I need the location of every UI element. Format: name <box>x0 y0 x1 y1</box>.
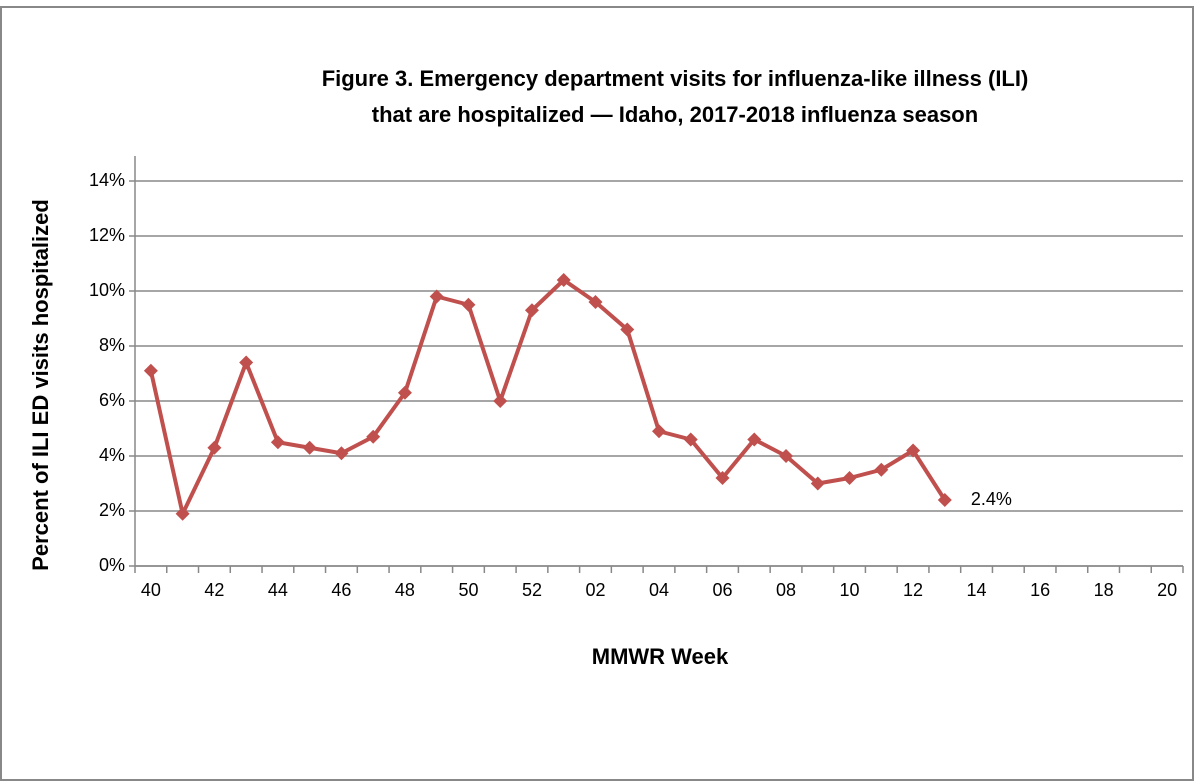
marker <box>906 443 921 458</box>
marker <box>143 363 158 378</box>
x-tick-label: 04 <box>649 580 669 600</box>
marker <box>239 355 254 370</box>
x-tick-label: 42 <box>204 580 224 600</box>
marker <box>779 449 794 463</box>
marker <box>175 506 190 521</box>
marker <box>429 289 444 304</box>
marker <box>842 471 857 485</box>
chart-title: that are hospitalized — Idaho, 2017-2018… <box>372 102 978 127</box>
x-tick-label: 12 <box>903 580 923 600</box>
x-tick-label: 20 <box>1157 580 1177 600</box>
chart-title: Figure 3. Emergency department visits fo… <box>322 66 1029 91</box>
y-tick-label: 8% <box>99 335 125 355</box>
marker <box>652 424 666 439</box>
x-tick-label: 10 <box>840 580 860 600</box>
marker <box>715 471 730 485</box>
y-tick-label: 4% <box>99 445 125 465</box>
y-tick-label: 6% <box>99 390 125 410</box>
y-tick-label: 14% <box>89 170 125 190</box>
x-tick-label: 44 <box>268 580 288 600</box>
marker <box>397 385 412 400</box>
x-tick-label: 52 <box>522 580 542 600</box>
marker <box>302 440 317 455</box>
y-axis-title: Percent of ILI ED visits hospitalized <box>28 199 53 571</box>
frame <box>0 6 1194 781</box>
marker <box>874 462 889 477</box>
y-tick-label: 2% <box>99 500 125 520</box>
data-label: 2.4% <box>971 489 1012 509</box>
x-tick-label: 06 <box>712 580 732 600</box>
marker <box>524 303 539 318</box>
x-tick-label: 50 <box>458 580 478 600</box>
x-axis-title: MMWR Week <box>592 644 729 669</box>
marker <box>334 446 349 461</box>
marker <box>810 476 825 491</box>
marker <box>747 432 762 447</box>
marker <box>620 322 635 337</box>
x-tick-label: 08 <box>776 580 796 600</box>
x-tick-label: 46 <box>331 580 351 600</box>
marker <box>207 440 222 455</box>
x-tick-label: 40 <box>141 580 161 600</box>
x-tick-label: 16 <box>1030 580 1050 600</box>
x-tick-label: 14 <box>967 580 987 600</box>
marker <box>588 295 603 309</box>
marker <box>556 273 571 287</box>
y-tick-label: 0% <box>99 555 125 575</box>
marker <box>461 297 476 312</box>
marker <box>683 432 698 447</box>
y-tick-label: 12% <box>89 225 125 245</box>
x-tick-label: 02 <box>585 580 605 600</box>
x-tick-label: 48 <box>395 580 415 600</box>
marker <box>366 429 381 444</box>
marker <box>270 435 285 450</box>
x-tick-label: 18 <box>1094 580 1114 600</box>
marker <box>937 493 952 507</box>
marker <box>493 394 508 408</box>
y-tick-label: 10% <box>89 280 125 300</box>
